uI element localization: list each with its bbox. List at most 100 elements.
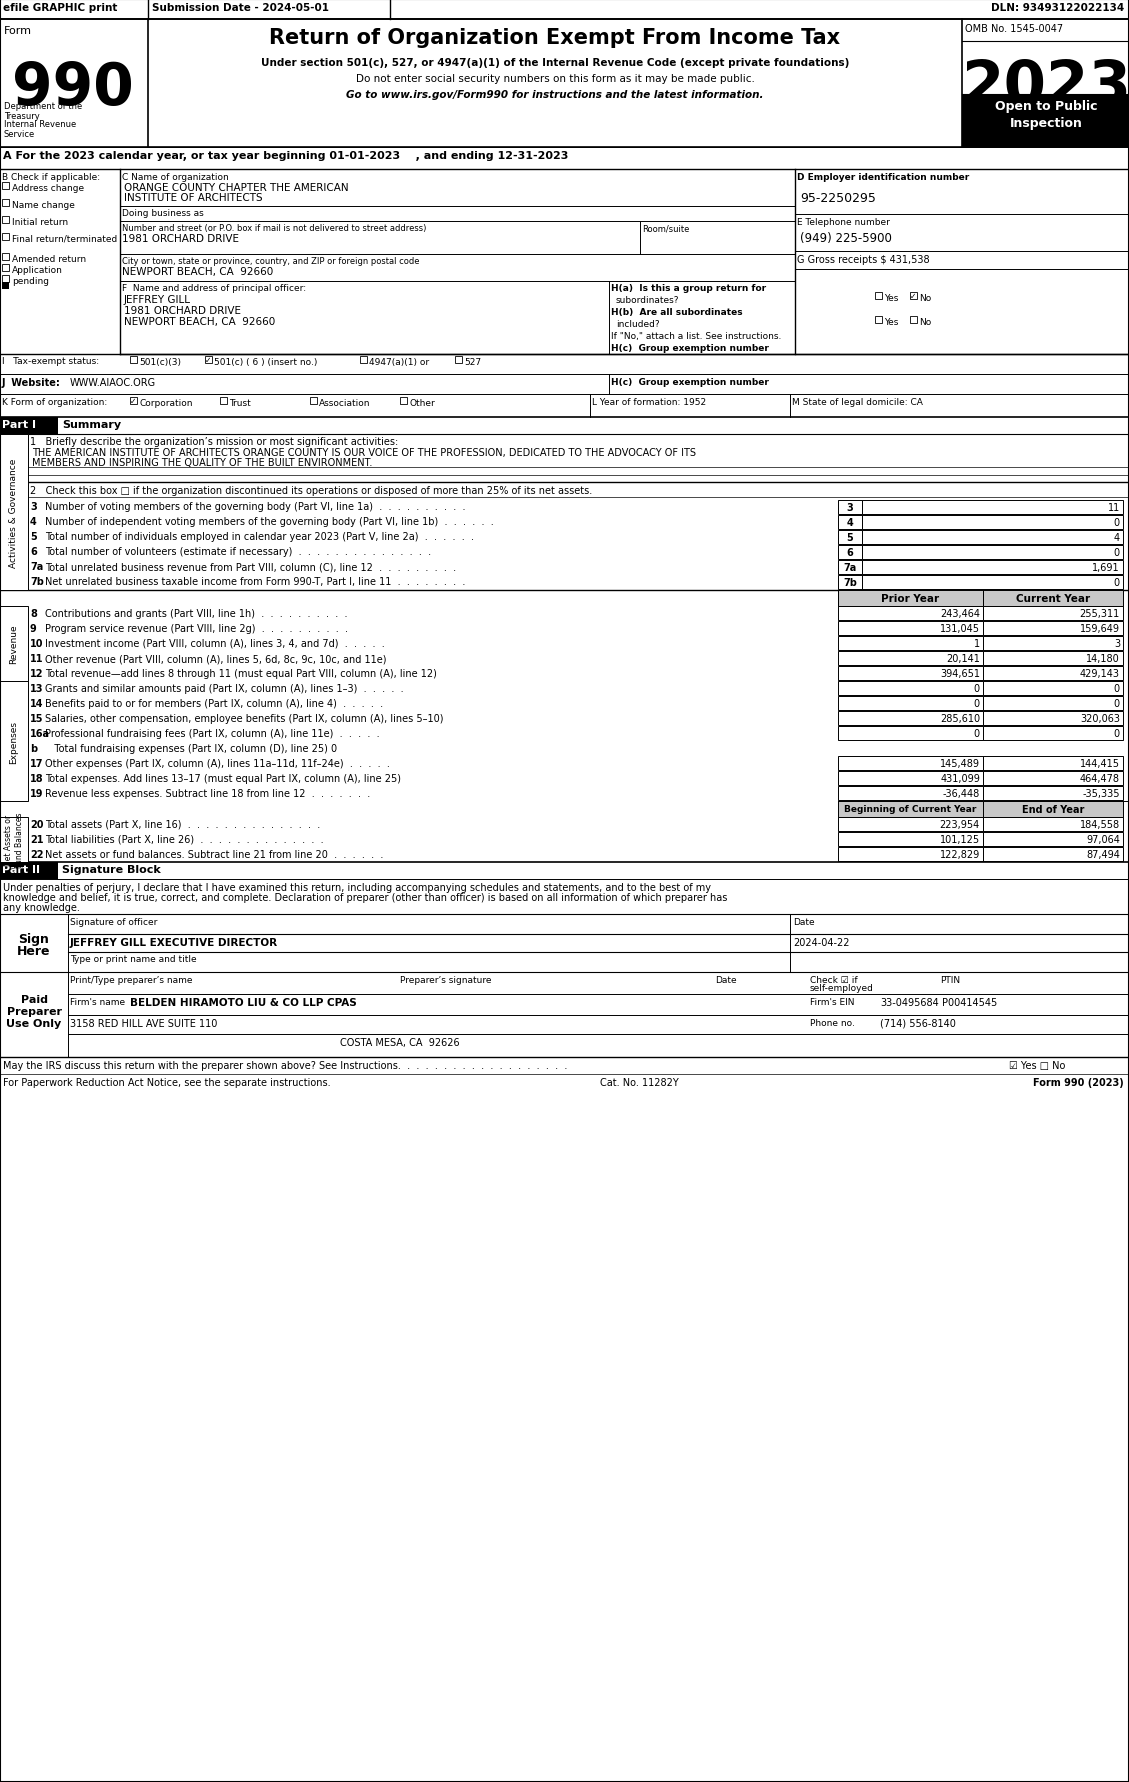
Text: b: b bbox=[30, 743, 37, 754]
Text: 22: 22 bbox=[30, 850, 44, 859]
Bar bbox=[838, 818, 983, 832]
Text: (714) 556-8140: (714) 556-8140 bbox=[879, 1019, 956, 1028]
Text: Corporation: Corporation bbox=[139, 399, 193, 408]
Text: 11: 11 bbox=[30, 654, 44, 663]
Text: Do not enter social security numbers on this form as it may be made public.: Do not enter social security numbers on … bbox=[356, 75, 754, 84]
Text: Beginning of Current Year: Beginning of Current Year bbox=[843, 804, 977, 814]
Text: 11: 11 bbox=[1108, 503, 1120, 513]
Text: B Check if applicable:: B Check if applicable: bbox=[2, 173, 100, 182]
Bar bbox=[983, 683, 1123, 695]
Text: Expenses: Expenses bbox=[9, 720, 18, 763]
Text: subordinates?: subordinates? bbox=[616, 296, 680, 305]
Bar bbox=[838, 772, 983, 786]
Text: L Year of formation: 1952: L Year of formation: 1952 bbox=[592, 397, 706, 406]
Text: 19: 19 bbox=[30, 789, 44, 798]
Text: 5: 5 bbox=[847, 533, 854, 544]
Bar bbox=[875, 317, 882, 324]
Text: Print/Type preparer’s name: Print/Type preparer’s name bbox=[70, 975, 193, 984]
Bar bbox=[983, 727, 1123, 741]
Text: Revenue less expenses. Subtract line 18 from line 12  .  .  .  .  .  .  .: Revenue less expenses. Subtract line 18 … bbox=[45, 789, 370, 798]
Bar bbox=[863, 545, 1123, 560]
Text: MEMBERS AND INSPIRING THE QUALITY OF THE BUILT ENVIRONMENT.: MEMBERS AND INSPIRING THE QUALITY OF THE… bbox=[32, 458, 373, 467]
Text: 13: 13 bbox=[30, 684, 44, 693]
Text: WWW.AIAOC.ORG: WWW.AIAOC.ORG bbox=[70, 378, 156, 388]
Text: A For the 2023 calendar year, or tax year beginning 01-01-2023    , and ending 1: A For the 2023 calendar year, or tax yea… bbox=[3, 151, 568, 160]
Text: 0: 0 bbox=[1114, 519, 1120, 527]
Text: Phone no.: Phone no. bbox=[809, 1019, 855, 1028]
Text: 3: 3 bbox=[1114, 638, 1120, 649]
Text: self-employed: self-employed bbox=[809, 984, 874, 993]
Text: J  Website:: J Website: bbox=[2, 378, 61, 388]
Text: Yes: Yes bbox=[884, 294, 899, 303]
Text: Part II: Part II bbox=[2, 864, 40, 875]
Bar bbox=[838, 711, 983, 725]
Bar bbox=[0, 0, 1129, 20]
Text: pending: pending bbox=[12, 276, 49, 285]
Text: 15: 15 bbox=[30, 713, 44, 723]
Text: P00414545: P00414545 bbox=[942, 998, 997, 1007]
Bar bbox=[205, 356, 212, 364]
Text: Net unrelated business taxable income from Form 990-T, Part I, line 11  .  .  . : Net unrelated business taxable income fr… bbox=[45, 577, 465, 586]
Text: 990: 990 bbox=[12, 61, 133, 118]
Text: For Paperwork Reduction Act Notice, see the separate instructions.: For Paperwork Reduction Act Notice, see … bbox=[3, 1078, 331, 1087]
Bar bbox=[863, 501, 1123, 515]
Text: included?: included? bbox=[616, 319, 659, 330]
Text: 33-0495684: 33-0495684 bbox=[879, 998, 938, 1007]
Text: Number and street (or P.O. box if mail is not delivered to street address): Number and street (or P.O. box if mail i… bbox=[122, 225, 427, 233]
Text: 159,649: 159,649 bbox=[1080, 624, 1120, 634]
Bar bbox=[130, 397, 137, 405]
Text: NEWPORT BEACH, CA  92660: NEWPORT BEACH, CA 92660 bbox=[122, 267, 273, 276]
Text: ☑ Yes □ No: ☑ Yes □ No bbox=[1009, 1060, 1066, 1071]
Text: 0: 0 bbox=[1114, 547, 1120, 558]
Bar bbox=[983, 802, 1123, 818]
Text: 9: 9 bbox=[30, 624, 37, 634]
Bar bbox=[863, 576, 1123, 590]
Text: May the IRS discuss this return with the preparer shown above? See Instructions.: May the IRS discuss this return with the… bbox=[3, 1060, 568, 1071]
Text: Other revenue (Part VIII, column (A), lines 5, 6d, 8c, 9c, 10c, and 11e): Other revenue (Part VIII, column (A), li… bbox=[45, 654, 386, 663]
Bar bbox=[983, 697, 1123, 711]
Text: Paid: Paid bbox=[20, 994, 47, 1005]
Bar bbox=[310, 397, 317, 405]
Text: 6: 6 bbox=[30, 547, 37, 556]
Text: Number of voting members of the governing body (Part VI, line 1a)  .  .  .  .  .: Number of voting members of the governin… bbox=[45, 503, 465, 511]
Text: 285,610: 285,610 bbox=[939, 713, 980, 723]
Bar bbox=[838, 683, 983, 695]
Bar bbox=[838, 590, 983, 606]
Bar bbox=[0, 973, 1129, 1057]
Bar bbox=[983, 786, 1123, 800]
Text: JEFFREY GILL: JEFFREY GILL bbox=[124, 294, 191, 305]
Text: Revenue: Revenue bbox=[9, 624, 18, 665]
Text: 20: 20 bbox=[30, 820, 44, 830]
Text: Program service revenue (Part VIII, line 2g)  .  .  .  .  .  .  .  .  .  .: Program service revenue (Part VIII, line… bbox=[45, 624, 348, 634]
Text: NEWPORT BEACH, CA  92660: NEWPORT BEACH, CA 92660 bbox=[124, 317, 275, 326]
Text: H(c)  Group exemption number: H(c) Group exemption number bbox=[611, 344, 769, 353]
Text: H(b)  Are all subordinates: H(b) Are all subordinates bbox=[611, 308, 743, 317]
Bar bbox=[2, 217, 9, 225]
Text: D Employer identification number: D Employer identification number bbox=[797, 173, 970, 182]
Text: 223,954: 223,954 bbox=[939, 820, 980, 830]
Text: G Gross receipts $ 431,538: G Gross receipts $ 431,538 bbox=[797, 255, 929, 266]
Bar bbox=[0, 914, 1129, 973]
Text: Total expenses. Add lines 13–17 (must equal Part IX, column (A), line 25): Total expenses. Add lines 13–17 (must eq… bbox=[45, 773, 401, 784]
Text: Treasury: Treasury bbox=[5, 112, 40, 121]
Text: Signature Block: Signature Block bbox=[62, 864, 160, 875]
Text: 0: 0 bbox=[1114, 729, 1120, 738]
Text: 18: 18 bbox=[30, 773, 44, 784]
Bar bbox=[400, 397, 406, 405]
Text: 0: 0 bbox=[974, 729, 980, 738]
Text: Prior Year: Prior Year bbox=[881, 593, 939, 604]
Text: 7a: 7a bbox=[843, 563, 857, 572]
Bar bbox=[838, 666, 983, 681]
Bar bbox=[2, 276, 9, 283]
Text: 101,125: 101,125 bbox=[939, 834, 980, 845]
Bar bbox=[838, 636, 983, 650]
Bar bbox=[2, 184, 9, 191]
Text: knowledge and belief, it is true, correct, and complete. Declaration of preparer: knowledge and belief, it is true, correc… bbox=[3, 893, 727, 902]
Text: Final return/terminated: Final return/terminated bbox=[12, 235, 117, 244]
Text: 17: 17 bbox=[30, 759, 44, 768]
Text: 7a: 7a bbox=[30, 561, 43, 572]
Text: DLN: 93493122022134: DLN: 93493122022134 bbox=[991, 4, 1124, 12]
Bar bbox=[0, 148, 1129, 169]
Text: Professional fundraising fees (Part IX, column (A), line 11e)  .  .  .  .  .: Professional fundraising fees (Part IX, … bbox=[45, 729, 379, 738]
Text: Yes: Yes bbox=[884, 317, 899, 326]
